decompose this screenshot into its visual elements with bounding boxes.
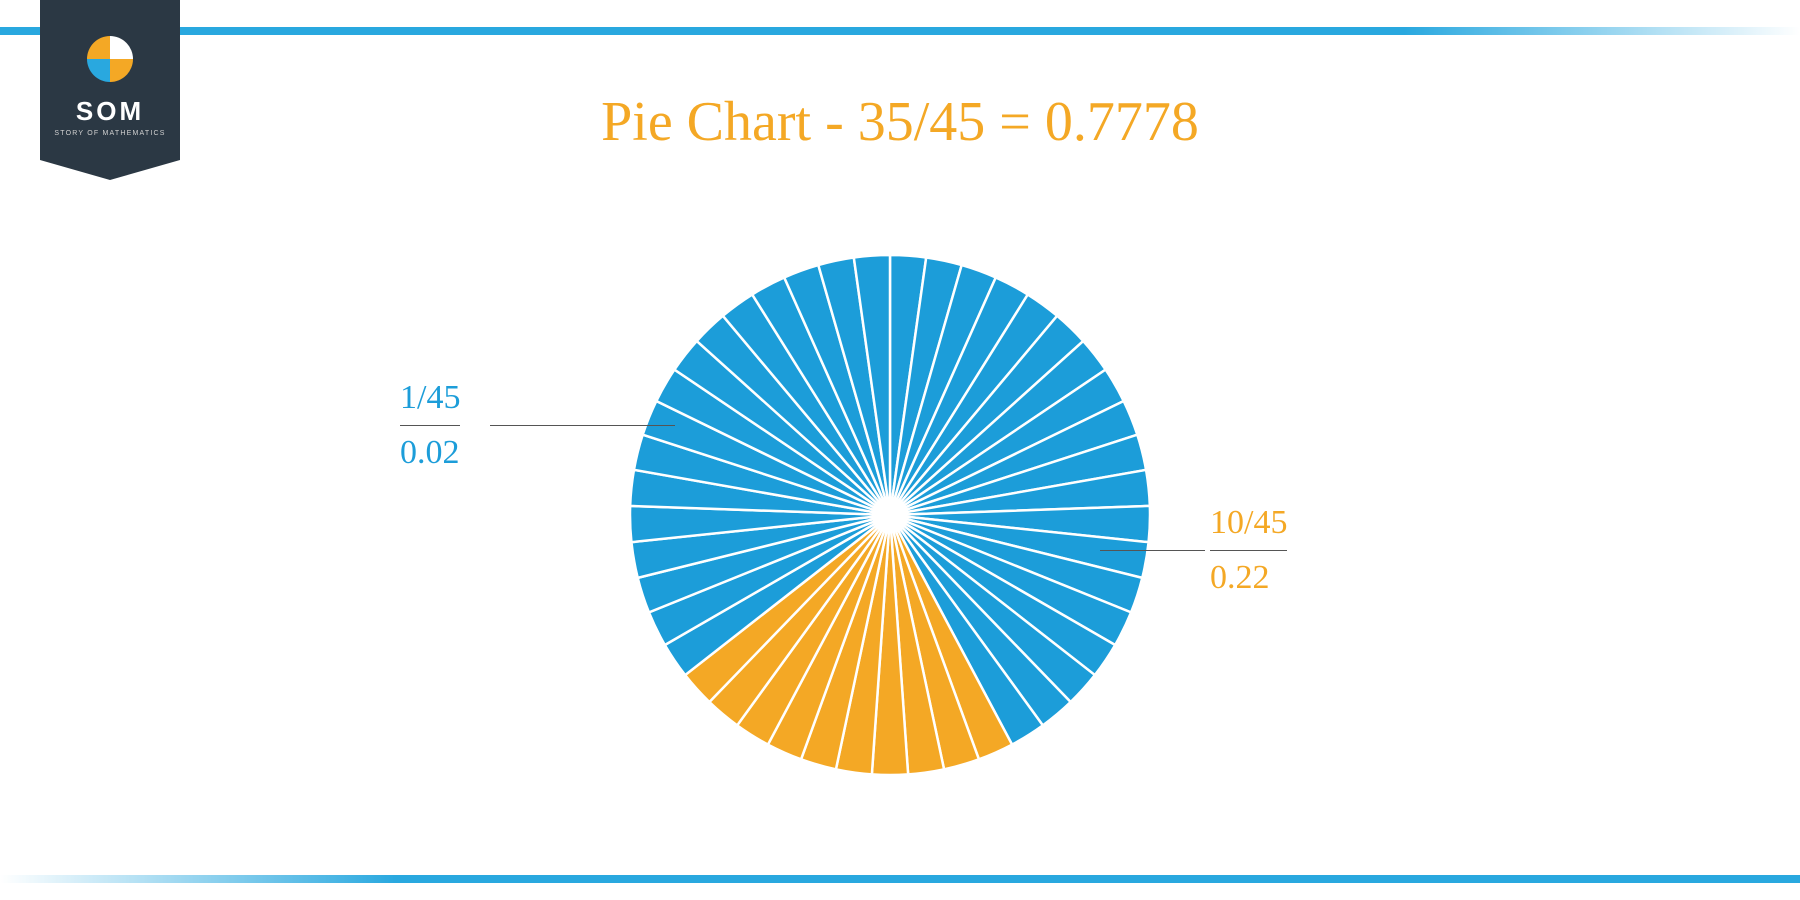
callout-left: 1/45 0.02	[400, 375, 460, 476]
top-accent-bar	[0, 22, 1800, 30]
callout-right-fraction: 10/45	[1210, 500, 1287, 546]
chart-area: 1/45 0.02 10/45 0.22	[0, 230, 1800, 830]
callout-left-decimal: 0.02	[400, 430, 460, 476]
callout-right: 10/45 0.22	[1210, 500, 1287, 601]
bottom-bar-svg	[0, 875, 1800, 883]
callout-right-divider	[1210, 550, 1287, 551]
callout-right-decimal: 0.22	[1210, 555, 1287, 601]
top-bar-svg	[0, 27, 1800, 35]
pie-chart	[625, 250, 1155, 780]
callout-right-leader	[1100, 550, 1205, 551]
callout-left-divider	[400, 425, 460, 426]
callout-left-leader	[490, 425, 675, 426]
callout-left-fraction: 1/45	[400, 375, 460, 421]
bottom-accent-bar	[0, 870, 1800, 878]
pie-center-dot	[876, 501, 904, 529]
chart-title: Pie Chart - 35/45 = 0.7778	[0, 90, 1800, 154]
logo-mark-icon	[85, 34, 135, 84]
